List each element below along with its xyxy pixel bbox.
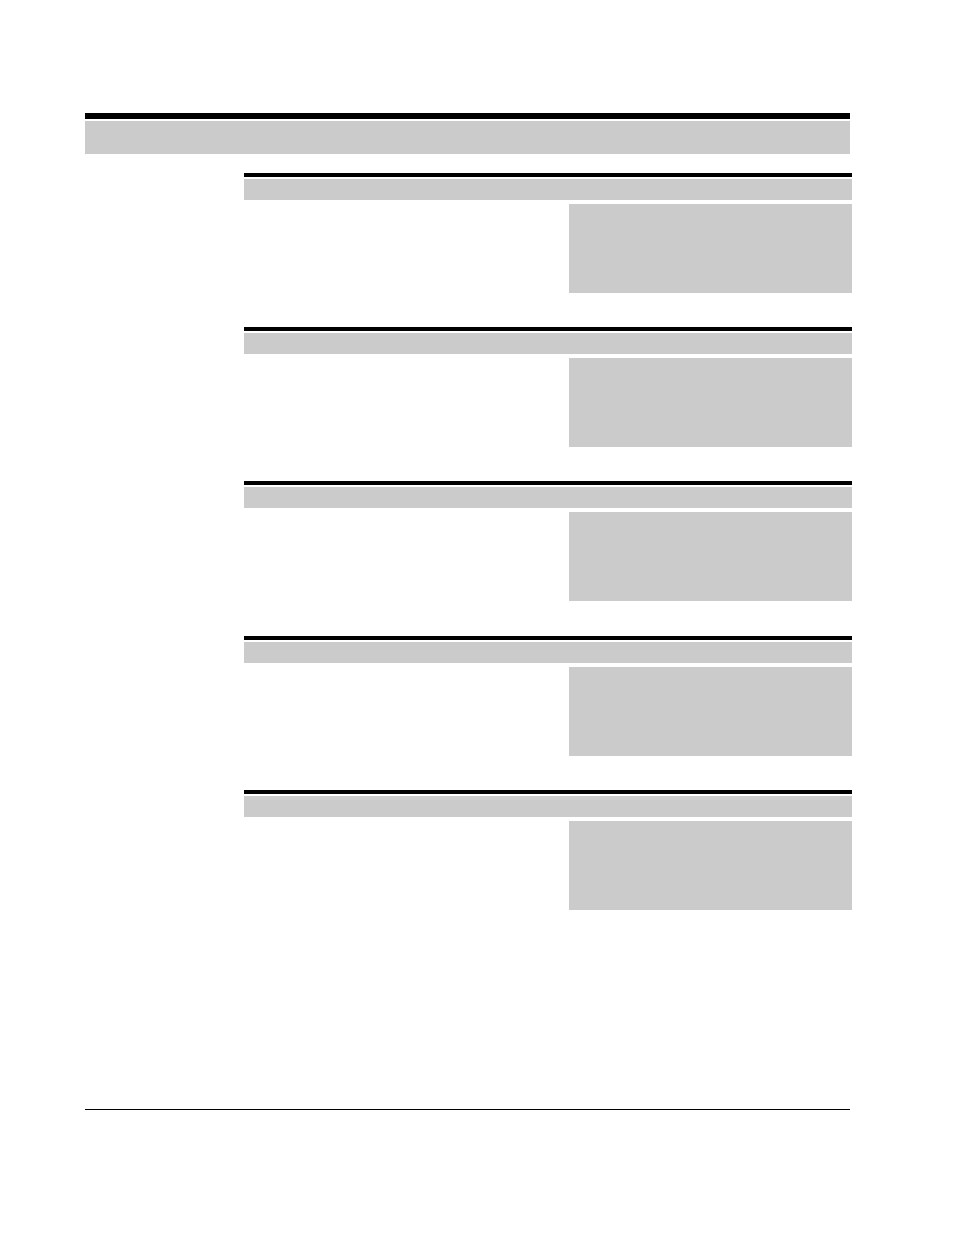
section-gray-band	[244, 796, 852, 817]
section-black-bar	[244, 173, 852, 177]
section-black-bar	[244, 327, 852, 331]
section-gray-block	[569, 204, 852, 293]
section-gray-band	[244, 179, 852, 200]
section-black-bar	[244, 636, 852, 640]
section-gray-block	[569, 821, 852, 910]
section-gray-block	[569, 512, 852, 601]
section-black-bar	[244, 481, 852, 485]
header-gray-band	[85, 121, 850, 154]
section-gray-block	[569, 358, 852, 447]
header-black-bar	[85, 113, 850, 119]
section-gray-band	[244, 487, 852, 508]
section-gray-band	[244, 642, 852, 663]
page	[0, 0, 954, 1235]
footer-line	[85, 1109, 850, 1110]
section-gray-block	[569, 667, 852, 756]
section-gray-band	[244, 333, 852, 354]
section-black-bar	[244, 790, 852, 794]
